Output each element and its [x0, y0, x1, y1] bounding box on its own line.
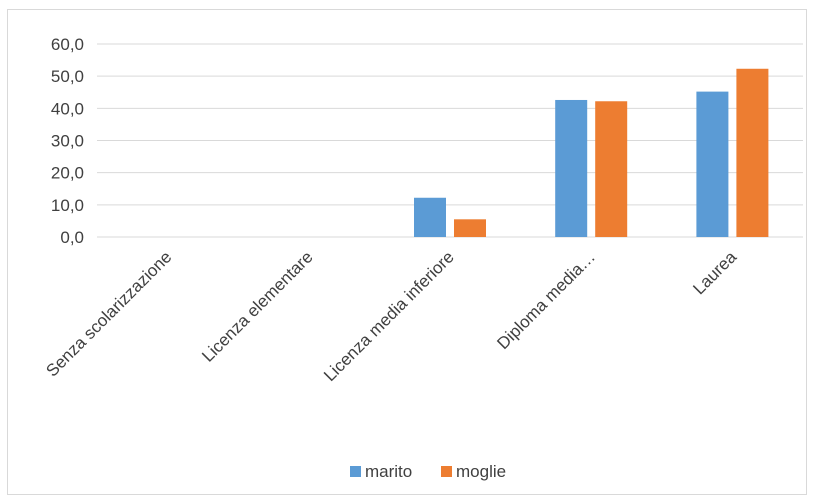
- bar-moglie-4: [736, 68, 769, 237]
- y-tick-label: 0,0: [60, 228, 84, 247]
- bar-moglie-3: [595, 101, 628, 237]
- x-tick-label: Licenza elementare: [198, 247, 316, 365]
- x-tick-label: Diploma media…: [493, 247, 599, 353]
- x-tick-label: Laurea: [689, 247, 740, 298]
- legend: marito moglie: [350, 462, 506, 481]
- y-tick-label: 30,0: [51, 132, 84, 151]
- x-tick-label: Licenza media inferiore: [320, 247, 458, 385]
- y-tick-label: 10,0: [51, 196, 84, 215]
- gridlines: [97, 43, 803, 238]
- y-tick-label: 20,0: [51, 164, 84, 183]
- bar-marito-3: [555, 99, 588, 237]
- bar-marito-4: [696, 91, 729, 238]
- y-tick-label: 40,0: [51, 99, 84, 118]
- chart-frame: [7, 9, 807, 495]
- bar-marito-2: [414, 197, 446, 237]
- y-tick-label: 50,0: [51, 67, 84, 86]
- legend-swatch-marito: [350, 466, 361, 477]
- y-axis-ticks: 0,0 10,0 20,0 30,0 40,0 50,0 60,0: [51, 35, 84, 247]
- bar-moglie-2: [454, 219, 486, 237]
- bars: [414, 68, 769, 238]
- legend-label-moglie: moglie: [456, 462, 506, 481]
- legend-label-marito: marito: [365, 462, 412, 481]
- legend-swatch-moglie: [441, 466, 452, 477]
- y-tick-label: 60,0: [51, 35, 84, 54]
- x-axis-ticks: Senza scolarizzazione Licenza elementare L…: [42, 247, 740, 385]
- x-tick-label: Senza scolarizzazione: [42, 247, 175, 380]
